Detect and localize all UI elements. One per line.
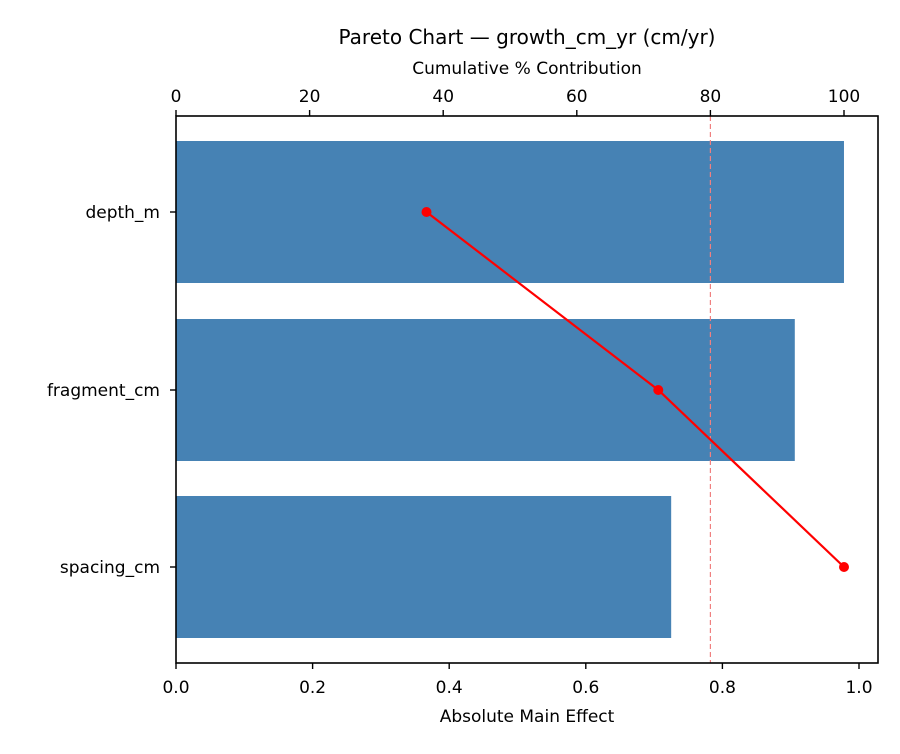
bar-spacing_cm (176, 496, 672, 638)
x-tick-label: 0.4 (436, 678, 463, 698)
x2-tick-label: 0 (171, 87, 182, 107)
x2-tick-label: 20 (299, 87, 321, 107)
x-tick-label: 1.0 (845, 678, 872, 698)
cumulative-point-spacing_cm (839, 562, 849, 572)
bottom-axis-ticks: 0.0 0.2 0.4 0.6 0.8 1.0 (162, 663, 873, 698)
x2-tick-label: 40 (432, 87, 454, 107)
x-tick-label: 0.2 (299, 678, 326, 698)
x2-tick-label: 60 (566, 87, 588, 107)
chart-title: Pareto Chart — growth_cm_yr (cm/yr) (339, 25, 716, 49)
y-tick-label: depth_m (85, 203, 160, 223)
x2-tick-label: 80 (700, 87, 722, 107)
x-tick-label: 0.6 (572, 678, 599, 698)
x-tick-label: 0.8 (709, 678, 736, 698)
bottom-axis-label: Absolute Main Effect (440, 707, 615, 727)
y-tick-label: spacing_cm (60, 558, 160, 578)
top-axis-label: Cumulative % Contribution (412, 59, 642, 79)
cumulative-point-fragment_cm (653, 385, 664, 395)
bar-depth_m (176, 141, 844, 283)
cumulative-point-depth_m (421, 207, 432, 217)
cumulative-line (421, 207, 849, 572)
x2-tick-label: 100 (828, 87, 860, 107)
y-axis-category-labels: depth_m fragment_cm spacing_cm (47, 203, 176, 578)
x-tick-label: 0.0 (162, 678, 189, 698)
y-tick-label: fragment_cm (47, 381, 160, 401)
top-axis-ticks: 0 20 40 60 80 100 (171, 87, 860, 116)
bar-fragment_cm (176, 319, 795, 461)
bars-group (176, 141, 844, 638)
